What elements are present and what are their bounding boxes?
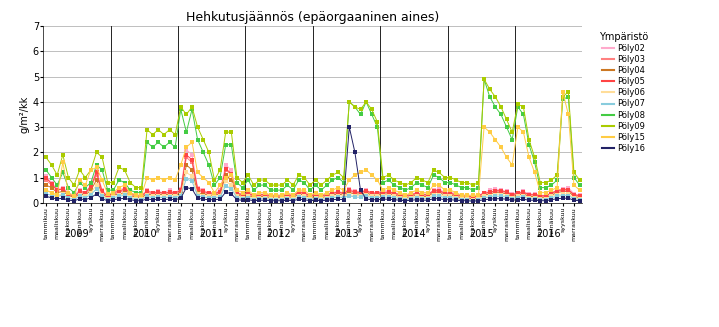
Y-axis label: g/m²/kk: g/m²/kk — [20, 96, 30, 133]
Text: 2009: 2009 — [65, 229, 89, 239]
Text: 2015: 2015 — [469, 229, 494, 239]
Title: Hehkutusjäännös (epäorgaaninen aines): Hehkutusjäännös (epäorgaaninen aines) — [186, 10, 439, 24]
Text: 2010: 2010 — [132, 229, 157, 239]
Text: 2013: 2013 — [334, 229, 359, 239]
Text: 2012: 2012 — [267, 229, 291, 239]
Legend: Pöly02, Pöly03, Pöly04, Pöly05, Pöly06, Pöly07, Pöly08, Pöly09, Pöly15, Pöly16: Pöly02, Pöly03, Pöly04, Pöly05, Pöly06, … — [597, 30, 650, 154]
Text: 2011: 2011 — [199, 229, 224, 239]
Text: 2016: 2016 — [536, 229, 561, 239]
Text: 2014: 2014 — [402, 229, 426, 239]
